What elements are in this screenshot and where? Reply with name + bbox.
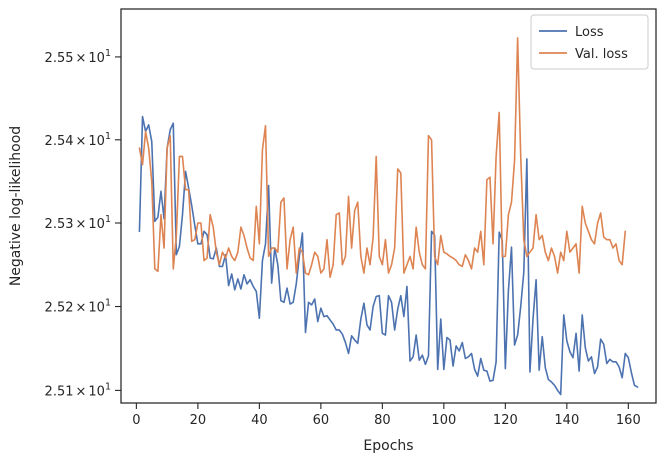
x-axis-ticks: 0 20 40 60 80 100 120 140 160 (132, 403, 641, 428)
x-tick-label: 40 (251, 413, 268, 428)
y-tick-label: 2.53 × 101 (45, 214, 111, 232)
x-tick-label: 0 (132, 413, 140, 428)
x-tick-label: 60 (313, 413, 330, 428)
series-line-loss (138, 115, 639, 396)
legend: Loss Val. loss (530, 14, 649, 70)
x-tick-label: 80 (374, 413, 391, 428)
y-axis-ticks: 2.51 × 101 2.52 × 101 2.53 × 101 2.54 × 101 2.55 × 101 (45, 48, 121, 399)
x-tick-label: 20 (190, 413, 207, 428)
series-line-val-loss (138, 37, 627, 279)
x-axis-label: Epochs (363, 438, 413, 454)
x-tick-label: 120 (493, 413, 518, 428)
x-tick-label: 140 (554, 413, 579, 428)
y-tick-label: 2.52 × 101 (45, 298, 111, 316)
y-axis-label: Negative log-likelihood (8, 126, 24, 286)
axes-frame (120, 8, 657, 404)
legend-box (530, 14, 649, 70)
y-tick-label: 2.54 × 101 (45, 131, 111, 149)
y-tick-label: 2.51 × 101 (45, 381, 111, 399)
x-tick-label: 100 (431, 413, 456, 428)
y-tick-label: 2.55 × 101 (45, 48, 111, 66)
legend-label: Loss (575, 25, 604, 40)
x-tick-label: 160 (616, 413, 641, 428)
legend-label: Val. loss (575, 47, 628, 62)
plot-area (138, 37, 639, 396)
